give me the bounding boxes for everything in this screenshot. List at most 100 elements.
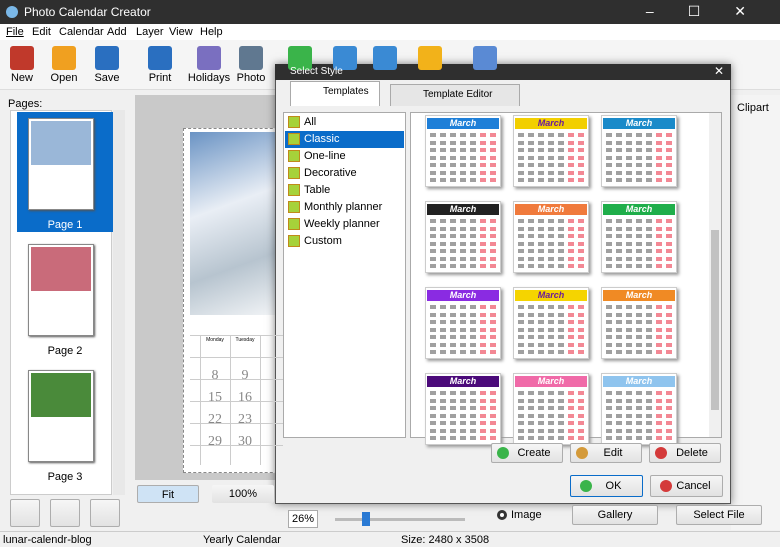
template-cell	[578, 155, 584, 160]
template-cell	[528, 256, 534, 261]
toolbar-label[interactable]: Save	[94, 72, 120, 84]
move-page-button[interactable]	[50, 499, 80, 527]
grid-line	[190, 401, 283, 402]
toolbar-icon[interactable]	[418, 46, 442, 70]
style-item[interactable]: All	[304, 116, 317, 128]
action-button[interactable]: Delete	[649, 443, 721, 463]
tab[interactable]: Templates	[290, 81, 380, 106]
radio-label[interactable]: Image	[511, 509, 542, 521]
style-item[interactable]: Monthly planner	[304, 201, 383, 213]
template-cell	[558, 413, 564, 418]
template-cell	[656, 350, 662, 354]
menu-item[interactable]: Add	[107, 26, 127, 38]
template-cell	[470, 305, 476, 309]
menu-item[interactable]: View	[169, 26, 193, 38]
template-cell	[538, 342, 544, 347]
template-title: March	[625, 376, 653, 386]
template-cell	[666, 305, 672, 309]
template-cell	[470, 241, 476, 246]
scroll-thumb[interactable]	[711, 230, 719, 410]
template-cell	[450, 320, 456, 324]
window-controls[interactable]: –☐✕	[645, 3, 780, 19]
menu-item[interactable]: Layer	[136, 26, 164, 38]
menu-item[interactable]: File	[6, 26, 24, 38]
status-bar	[0, 531, 780, 547]
style-item[interactable]: Weekly planner	[304, 218, 380, 230]
template-cell	[538, 350, 544, 354]
gallery-button[interactable]: Gallery	[572, 505, 658, 525]
template-cell	[490, 327, 496, 332]
template-cell	[470, 226, 476, 231]
style-item[interactable]: Table	[304, 184, 331, 196]
template-cell	[626, 350, 632, 354]
style-icon	[288, 133, 300, 145]
template-cell	[606, 256, 612, 261]
template-cell	[578, 264, 584, 268]
toolbar-label[interactable]: Photo	[236, 72, 266, 84]
toolbar-icon[interactable]	[473, 46, 497, 70]
zoom-fit[interactable]: Fit	[137, 485, 199, 503]
toolbar-label[interactable]: New	[10, 72, 33, 84]
action-button[interactable]: Create	[491, 443, 563, 463]
toolbar-icon[interactable]	[10, 46, 34, 70]
template-title: March	[449, 204, 477, 214]
toolbar-icon[interactable]	[373, 46, 397, 70]
toolbar-label[interactable]: Open	[50, 72, 78, 84]
menu-item[interactable]: Help	[200, 26, 223, 38]
delete-page-button[interactable]	[90, 499, 120, 527]
template-cell	[528, 155, 534, 160]
style-item[interactable]: One-line	[304, 150, 346, 162]
toolbar-label[interactable]: Print	[148, 72, 172, 84]
template-cell	[440, 155, 446, 160]
tab[interactable]: Template Editor	[390, 84, 520, 106]
template-cell	[656, 264, 662, 268]
toolbar-icon[interactable]	[288, 46, 312, 70]
zoom-slider[interactable]	[335, 518, 465, 521]
action-icon	[497, 447, 509, 459]
style-item[interactable]: Decorative	[304, 167, 357, 179]
style-item[interactable]: Classic	[304, 133, 340, 145]
template-cell	[460, 234, 466, 238]
template-cell	[616, 398, 622, 403]
style-item[interactable]: Custom	[304, 235, 342, 247]
template-cell	[646, 342, 652, 347]
grid-line	[190, 335, 283, 336]
select-file-button[interactable]: Select File	[676, 505, 762, 525]
page-thumb-photo	[31, 247, 91, 291]
radio[interactable]	[497, 510, 507, 520]
right-tab[interactable]: Clipart	[737, 102, 769, 114]
action-button[interactable]: Edit	[570, 443, 642, 463]
template-cell	[480, 226, 486, 231]
template-cell	[636, 398, 642, 403]
template-cell	[440, 305, 446, 309]
toolbar-icon[interactable]	[95, 46, 119, 70]
menu-item[interactable]: Calendar	[59, 26, 104, 38]
toolbar-icon[interactable]	[197, 46, 221, 70]
template-cell	[518, 249, 524, 253]
template-cell	[518, 421, 524, 425]
zoom-100[interactable]: 100%	[212, 485, 274, 503]
template-cell	[616, 163, 622, 167]
template-cell	[430, 226, 436, 231]
page-label[interactable]: Page 2	[47, 345, 83, 357]
add-page-button[interactable]	[10, 499, 40, 527]
toolbar-icon[interactable]	[333, 46, 357, 70]
template-cell	[528, 234, 534, 238]
toolbar-icon[interactable]	[239, 46, 263, 70]
template-cell	[558, 421, 564, 425]
template-cell	[636, 140, 642, 145]
toolbar-icon[interactable]	[52, 46, 76, 70]
template-cell	[490, 155, 496, 160]
page-label[interactable]: Page 1	[47, 219, 83, 231]
template-cell	[646, 219, 652, 223]
toolbar-label[interactable]: Holidays	[187, 72, 231, 84]
zoom-thumb[interactable]	[362, 512, 370, 526]
page-label[interactable]: Page 3	[47, 471, 83, 483]
template-cell	[548, 406, 554, 410]
dialog-close[interactable]: ✕	[714, 64, 725, 78]
template-cell	[666, 342, 672, 347]
template-cell	[558, 264, 564, 268]
toolbar-icon[interactable]	[148, 46, 172, 70]
menu-item[interactable]: Edit	[32, 26, 51, 38]
